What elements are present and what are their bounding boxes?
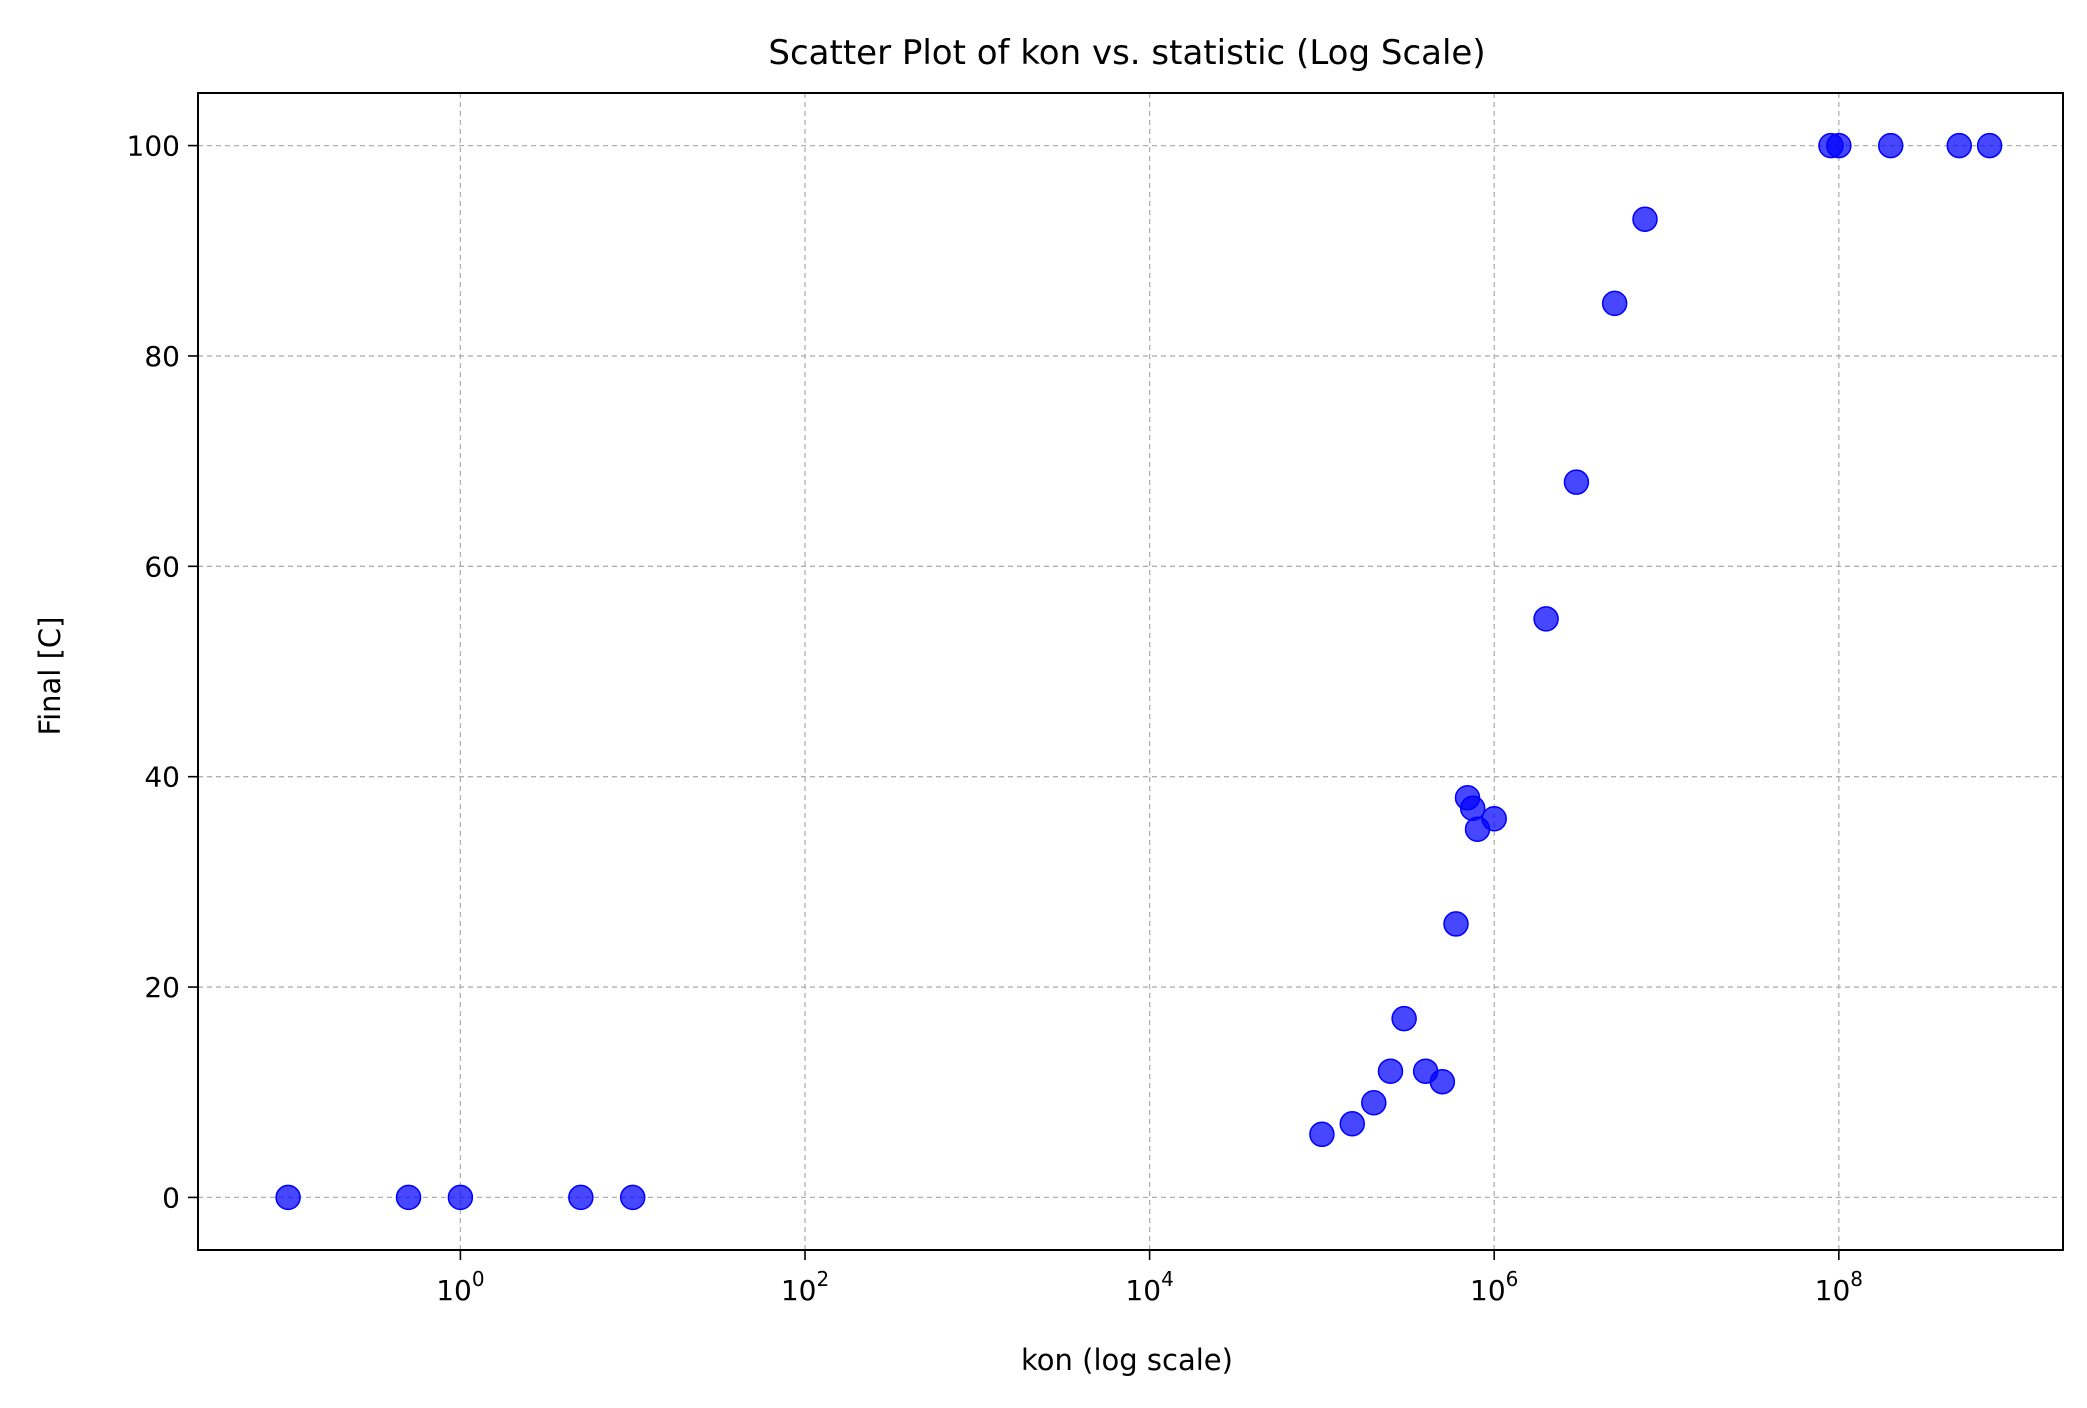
data-point [1429,1068,1456,1095]
data-point [568,1184,594,1211]
data-point [1377,1058,1404,1084]
x-tick-label: 100 [436,1267,484,1307]
data-point [1481,806,1507,832]
y-tick-label: 0 [162,1181,180,1214]
data-point [1391,1005,1417,1032]
data-point [1459,795,1486,821]
data-point [1976,132,2003,159]
y-axis-label: Final [C] [33,617,67,736]
y-tick-label: 60 [144,550,180,583]
data-point [1946,132,1973,159]
chart-title: Scatter Plot of kon vs. statistic (Log S… [768,33,1485,73]
x-tick-label: 104 [1125,1267,1173,1307]
data-point [1533,606,1559,632]
data-point [1443,911,1469,937]
data-point [1309,1121,1335,1148]
points-layer [275,132,2003,1211]
x-axis-label: kon (log scale) [1021,1343,1233,1377]
data-point [1361,1089,1387,1116]
x-tick-label: 108 [1815,1267,1863,1307]
data-point [395,1184,422,1211]
y-tick-label: 20 [144,971,180,1004]
y-tick-label: 100 [127,130,180,163]
ticks-layer: 100 102 104 106 108 0 20 40 60 80 100 [127,130,1863,1307]
x-tick-label: 102 [781,1267,829,1307]
data-point [1632,206,1658,232]
data-point [619,1184,646,1211]
plot-frame [197,92,2064,1251]
data-point [447,1184,474,1211]
data-point [1826,132,1852,159]
data-point [1339,1111,1366,1137]
data-point [275,1184,301,1211]
y-tick-label: 40 [144,761,180,794]
grid-layer [198,93,2063,1250]
data-point [1601,290,1628,317]
data-point [1563,469,1590,495]
y-tick-label: 80 [144,340,180,373]
x-tick-label: 106 [1470,1267,1518,1307]
data-point [1877,132,1904,159]
